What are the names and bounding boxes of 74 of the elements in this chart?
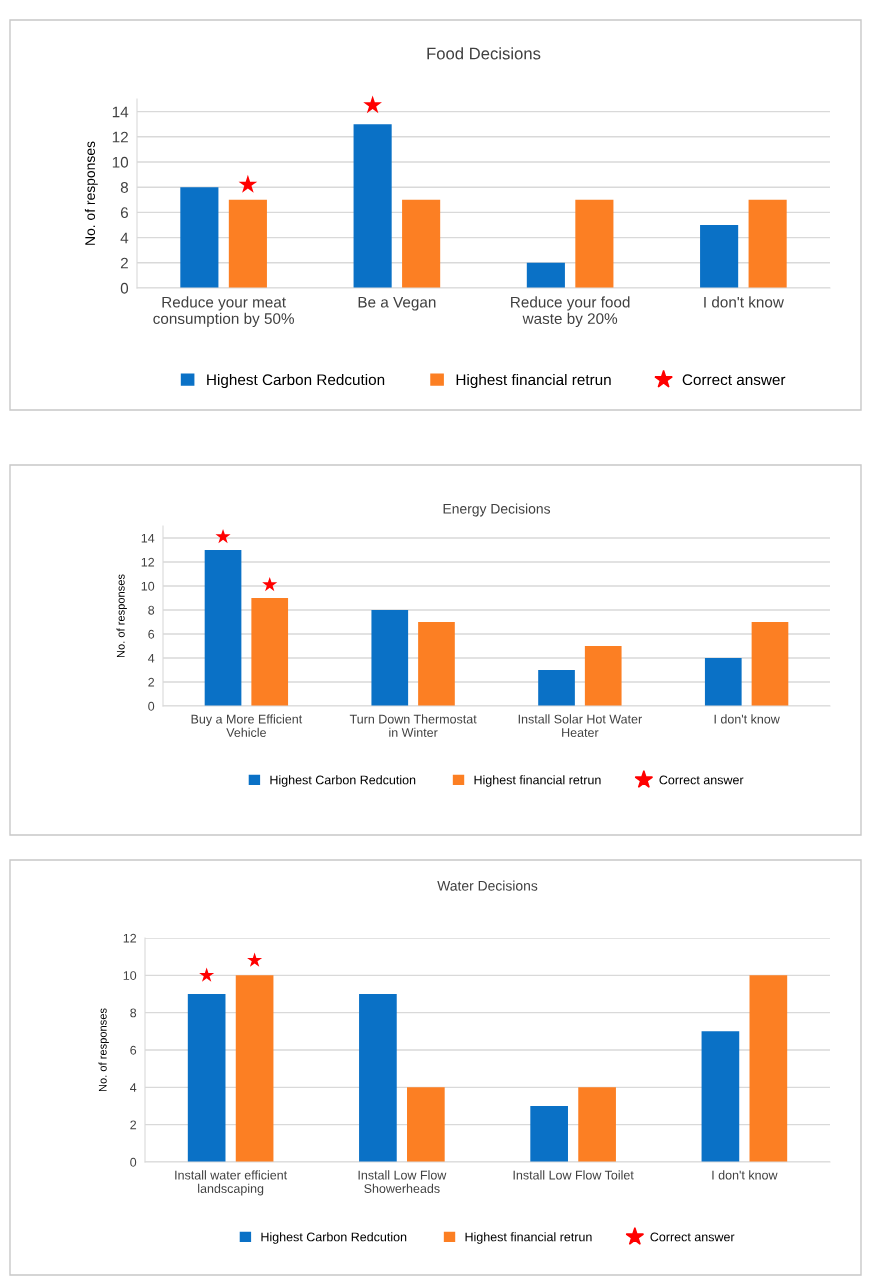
y-tick-label: 14: [141, 533, 155, 543]
bar: [578, 1087, 616, 1162]
x-tick-label: I don't know: [714, 714, 780, 724]
x-tick-label: Install Solar Hot Water Heater: [518, 714, 642, 737]
y-tick-label: 6: [120, 207, 128, 219]
y-tick-label: 10: [141, 581, 155, 591]
legend-label: Highest Carbon Redcution: [270, 775, 416, 787]
legend-label: Correct answer: [650, 1232, 735, 1242]
legend-label: Highest financial retrun: [456, 373, 611, 389]
y-axis-title: No. of responses: [98, 1008, 109, 1092]
bar: [584, 646, 622, 706]
legend-label: Correct answer: [682, 374, 786, 386]
y-tick-label: 12: [112, 131, 128, 143]
y-tick-label: 2: [120, 257, 128, 269]
y-tick-label: 0: [120, 282, 129, 294]
bar: [575, 199, 614, 288]
bar: [526, 262, 565, 288]
legend-label: Correct answer: [659, 775, 744, 785]
bar: [748, 199, 787, 288]
bar: [180, 187, 219, 288]
bar: [204, 550, 242, 706]
bar: [418, 622, 455, 706]
y-tick-label: 2: [148, 677, 155, 687]
chart-title: Energy Decisions: [443, 503, 551, 517]
y-tick-label: 12: [141, 557, 155, 567]
x-tick-label: Turn Down Thermostat in Winter: [349, 714, 477, 737]
y-tick-label: 2: [130, 1120, 137, 1130]
y-axis-title: No. of responses: [84, 141, 98, 245]
y-tick-label: 4: [130, 1083, 137, 1092]
x-tick-label: I don't know: [704, 296, 784, 308]
x-tick-label: Install water efficient landscaping: [175, 1170, 288, 1196]
bar: [538, 670, 575, 706]
legend-label: Highest Carbon Redcution: [261, 1232, 407, 1244]
y-tick-label: 8: [130, 1008, 137, 1018]
y-tick-label: 0: [130, 1157, 137, 1167]
x-tick-label: Be a Vegan: [358, 296, 436, 311]
y-tick-label: 4: [120, 232, 129, 244]
x-tick-label: I don't know: [712, 1170, 778, 1180]
bar: [251, 598, 289, 706]
y-tick-label: 0: [148, 701, 155, 711]
bar: [187, 994, 226, 1162]
x-tick-label: Install Low Flow Toilet: [513, 1170, 634, 1180]
legend-label: Highest financial retrun: [465, 1232, 592, 1244]
legend-label: Highest financial retrun: [474, 775, 601, 787]
y-tick-label: 12: [123, 933, 137, 943]
y-axis-title: No. of responses: [116, 574, 127, 658]
bar: [402, 199, 441, 288]
y-tick-label: 6: [148, 629, 155, 639]
bar: [371, 610, 409, 706]
bar: [700, 225, 739, 288]
x-tick-label: Reduce your food waste by 20%: [511, 296, 630, 328]
y-tick-label: 14: [112, 106, 129, 118]
y-tick-label: 4: [148, 653, 155, 663]
bar: [751, 622, 789, 706]
bar: [407, 1087, 445, 1162]
bar: [235, 975, 274, 1162]
legend-label: Highest Carbon Redcution: [207, 373, 385, 389]
bar: [353, 124, 392, 288]
bar: [701, 1031, 740, 1162]
y-tick-label: 8: [148, 605, 155, 615]
x-tick-label: Install Low Flow Showerheads: [358, 1170, 447, 1193]
bar: [359, 994, 397, 1162]
x-tick-label: Reduce your meat consumption by 50%: [153, 296, 294, 328]
chart-title: Food Decisions: [427, 47, 541, 60]
bar: [530, 1106, 568, 1162]
y-tick-label: 8: [120, 182, 128, 193]
bar: [228, 199, 267, 288]
y-tick-label: 10: [123, 971, 137, 980]
bar: [704, 658, 742, 706]
y-tick-label: 6: [130, 1045, 137, 1055]
x-tick-label: Buy a More Efficient Vehicle: [191, 714, 303, 737]
chart-title: Water Decisions: [437, 880, 538, 891]
bar: [749, 975, 788, 1162]
y-tick-label: 10: [112, 156, 129, 168]
